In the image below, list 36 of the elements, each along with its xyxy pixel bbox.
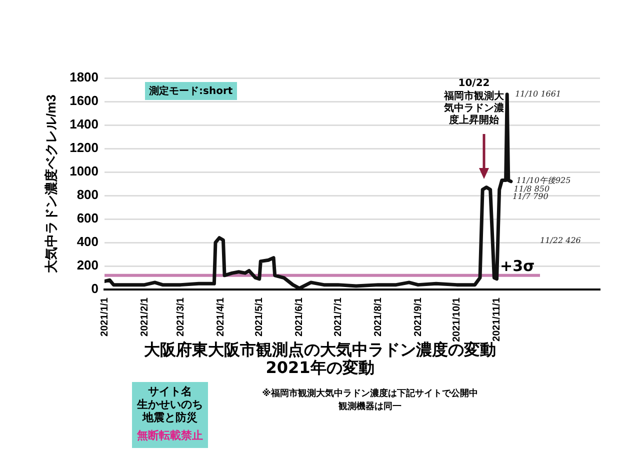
x-tick-label: 2021/9/1	[412, 297, 424, 336]
annotation: 11/10午後925	[516, 176, 571, 185]
x-tick-label: 2021/2/1	[139, 297, 150, 336]
annotation: 11/10 1661	[515, 89, 562, 98]
y-tick-label: 600	[76, 210, 99, 226]
x-tick-label: 2021/5/1	[254, 297, 266, 336]
x-tick-label: 2021/6/1	[294, 297, 306, 336]
y-tick-label: 400	[76, 234, 99, 250]
x-tick-label: 2021/11/1	[492, 297, 503, 342]
x-tick-label: 2021/10/1	[452, 297, 463, 342]
annotation: 福岡市観測大気中ラドン濃度上昇開始	[444, 91, 504, 127]
annotation: 11/8 850	[514, 184, 550, 194]
y-tick-label: 1200	[70, 140, 99, 156]
x-tick-label: 2021/8/1	[372, 297, 384, 336]
annotation: 10/22	[457, 78, 491, 89]
annotation: 測定モード:short	[145, 82, 237, 100]
y-tick-label: 0	[91, 281, 99, 296]
annotation: 11/7 790	[512, 192, 548, 201]
y-tick-label: 1400	[70, 116, 99, 132]
y-tick-label: 200	[76, 258, 99, 273]
y-axis-title: 大気中ラドン濃度ベクレル/m3	[43, 94, 58, 273]
annotation: 11/22 426	[540, 236, 581, 245]
text: ※福岡市観測大気中ラドン濃度は下記サイトで公開中観測機器は同一	[261, 388, 479, 414]
text: サイト名	[147, 384, 193, 398]
x-tick-label: 2021/4/1	[215, 297, 226, 336]
y-tick-label: 1800	[70, 70, 99, 85]
y-tick-label: 1600	[70, 93, 99, 108]
x-tick-label: 2021/7/1	[332, 297, 344, 336]
x-tick-label: 2021/1/1	[99, 297, 110, 336]
x-tick-label: 2021/3/1	[175, 297, 186, 336]
text: 生かせいのち地震と防災	[136, 398, 204, 424]
y-tick-label: 800	[76, 187, 99, 202]
text: 2021年の変動	[264, 358, 376, 379]
y-tick-label: 1000	[70, 164, 99, 179]
text: 無断転載禁止	[136, 428, 204, 443]
ref-line-label: +3σ	[500, 256, 535, 275]
